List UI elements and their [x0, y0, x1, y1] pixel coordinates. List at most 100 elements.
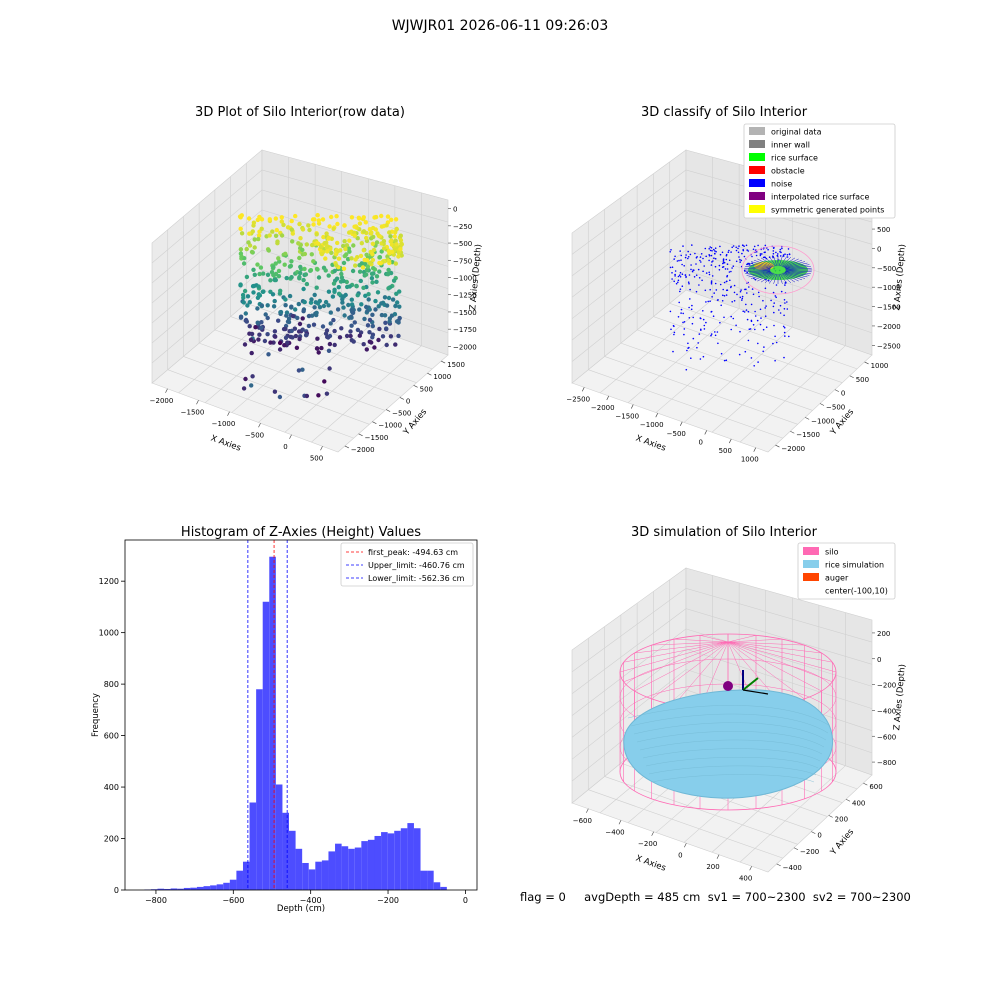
noise-point [775, 341, 778, 344]
data-point [246, 216, 252, 221]
data-point [322, 379, 327, 384]
noise-point [741, 297, 744, 300]
data-point [336, 256, 342, 261]
data-point [324, 245, 329, 250]
z-tick-label: −400 [877, 707, 896, 715]
silo-roof-line [727, 641, 833, 683]
data-point [276, 268, 282, 274]
legend: first_peak: -494.63 cm Upper_limit: -460.… [340, 542, 474, 587]
noise-point [699, 259, 701, 262]
noise-point [763, 256, 766, 259]
data-point [260, 289, 266, 294]
noise-point [764, 307, 766, 309]
data-point [397, 289, 402, 294]
data-point [379, 249, 384, 254]
noise-point [736, 293, 738, 296]
noise-point [714, 265, 717, 268]
noise-point [744, 288, 746, 291]
data-point [376, 337, 381, 343]
data-point [257, 332, 262, 337]
noise-point [722, 259, 725, 261]
data-point [326, 273, 331, 278]
noise-point [735, 246, 737, 249]
noise-point [724, 268, 727, 270]
grid-line [167, 369, 354, 439]
y-tick-label: −1500 [365, 434, 389, 442]
data-point [371, 266, 376, 271]
data-point [331, 226, 336, 231]
data-point [394, 242, 399, 247]
noise-point [779, 255, 782, 257]
data-point [307, 227, 312, 233]
data-point [377, 269, 382, 274]
y-tick-label: 0 [406, 397, 410, 405]
noise-point [770, 299, 772, 302]
data-point [332, 268, 337, 274]
x-tick-label: −500 [667, 430, 686, 438]
noise-point [723, 295, 726, 297]
data-point [238, 215, 243, 220]
data-point [392, 312, 398, 317]
data-point [326, 303, 331, 308]
legend: silo rice simulation auger center(-100,10) [797, 542, 896, 600]
data-point [265, 272, 271, 277]
rice-mesh-line [630, 713, 829, 734]
data-point [370, 225, 376, 231]
noise-point [692, 337, 695, 340]
inner-wall-ray [760, 273, 775, 283]
noise-point [763, 251, 766, 254]
data-point [284, 275, 289, 281]
inner-wall-ray [753, 259, 773, 268]
data-point [326, 335, 331, 340]
z-tick-label: −200 [877, 682, 896, 690]
y-tick-label: 0 [817, 832, 821, 840]
data-point [238, 315, 244, 320]
data-point [266, 352, 271, 357]
noise-point [698, 277, 701, 279]
y-tick-label: 500 [856, 376, 869, 384]
noise-point [702, 257, 704, 260]
data-point [257, 271, 262, 277]
noise-point [751, 288, 754, 290]
data-point [331, 281, 337, 286]
y-tick [834, 389, 839, 392]
noise-point [685, 254, 687, 256]
data-point [301, 286, 306, 292]
noise-point [765, 305, 767, 307]
noise-point [740, 259, 743, 262]
noise-point [737, 251, 740, 254]
data-point [349, 215, 355, 220]
data-point [355, 293, 360, 298]
noise-point [714, 334, 717, 337]
data-point [341, 294, 347, 299]
inner-wall-ray [750, 261, 772, 268]
histogram-bar [400, 828, 408, 890]
z-tick-label: −1750 [453, 326, 477, 334]
data-point [335, 307, 341, 312]
grid-line [204, 308, 316, 403]
data-point [267, 233, 272, 238]
data-point [370, 312, 375, 317]
data-point [241, 295, 246, 300]
x-tick-label: −600 [222, 896, 244, 905]
histogram-bar [367, 839, 375, 890]
data-point [385, 271, 391, 277]
noise-point [782, 254, 785, 256]
noise-point [685, 368, 688, 371]
noise-point [783, 356, 785, 359]
noise-point [699, 256, 702, 258]
data-point [364, 267, 370, 273]
inner-wall-ray [745, 270, 771, 274]
legend-swatch [803, 573, 819, 581]
data-point [319, 251, 325, 257]
data-point [367, 317, 373, 323]
histogram-bar [413, 828, 421, 890]
data-point [239, 231, 245, 236]
data-point [289, 218, 294, 224]
data-point [242, 342, 248, 347]
noise-point [678, 274, 681, 277]
z-tick-label: −500 [877, 265, 896, 273]
data-point [390, 249, 395, 255]
silo-roof-line [651, 641, 729, 700]
data-point [398, 238, 404, 243]
